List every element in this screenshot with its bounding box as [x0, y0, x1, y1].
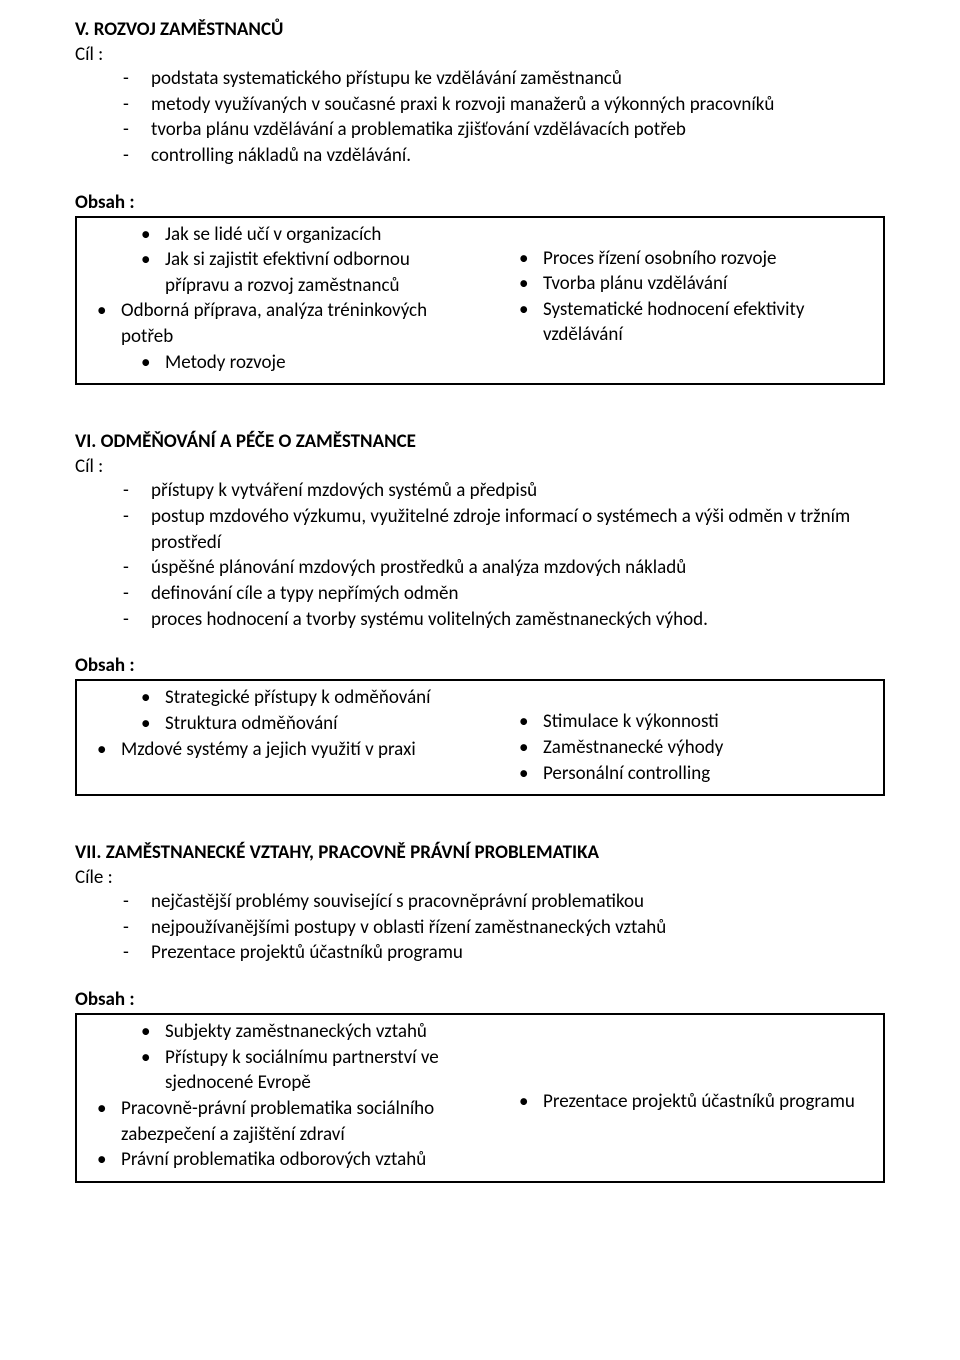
obsah-item: Přístupy k sociálnímu partnerství ve sje… — [85, 1045, 475, 1096]
section-vii: VII. ZAMĚSTNANECKÉ VZTAHY, PRACOVNĚ PRÁV… — [75, 841, 885, 1183]
cil-item: controlling nákladů na vzdělávání. — [123, 143, 885, 169]
obsah-item: Jak si zajistit efektivní odbornou přípr… — [85, 247, 475, 298]
obsah-col-right: Stimulace k výkonnosti Zaměstnanecké výh… — [485, 685, 875, 786]
obsah-item: Struktura odměňování — [85, 711, 475, 737]
obsah-item: Subjekty zaměstnaneckých vztahů — [85, 1019, 475, 1045]
obsah-left-list: Strategické přístupy k odměňování Strukt… — [85, 685, 475, 762]
section-vi-obsah-box: Strategické přístupy k odměňování Strukt… — [75, 679, 885, 796]
section-vi-cil-list: přístupy k vytváření mzdových systémů a … — [75, 478, 885, 632]
obsah-left-list: Subjekty zaměstnaneckých vztahů Přístupy… — [85, 1019, 475, 1173]
obsah-columns: Jak se lidé učí v organizacích Jak si za… — [85, 222, 875, 376]
obsah-item: Proces řízení osobního rozvoje — [485, 246, 875, 272]
section-v-obsah-label: Obsah : — [75, 191, 885, 214]
obsah-item: Stimulace k výkonnosti — [485, 709, 875, 735]
cil-item: nejpoužívanějšími postupy v oblasti říze… — [123, 915, 885, 941]
section-vii-title: VII. ZAMĚSTNANECKÉ VZTAHY, PRACOVNĚ PRÁV… — [75, 841, 885, 864]
page: V. ROZVOJ ZAMĚSTNANCŮ Cíl : podstata sys… — [0, 0, 960, 1268]
obsah-left-list: Jak se lidé učí v organizacích Jak si za… — [85, 222, 475, 376]
cil-item: nejčastější problémy související s praco… — [123, 889, 885, 915]
obsah-col-left: Subjekty zaměstnaneckých vztahů Přístupy… — [85, 1019, 475, 1173]
obsah-item: Zaměstnanecké výhody — [485, 735, 875, 761]
cil-item: přístupy k vytváření mzdových systémů a … — [123, 478, 885, 504]
cil-item: postup mzdového výzkumu, využitelné zdro… — [123, 504, 885, 555]
obsah-item: Jak se lidé učí v organizacích — [85, 222, 475, 248]
section-v-cil-list: podstata systematického přístupu ke vzdě… — [75, 66, 885, 169]
cil-item: podstata systematického přístupu ke vzdě… — [123, 66, 885, 92]
obsah-col-left: Strategické přístupy k odměňování Strukt… — [85, 685, 475, 786]
cil-item: proces hodnocení a tvorby systému volite… — [123, 607, 885, 633]
obsah-col-left: Jak se lidé učí v organizacích Jak si za… — [85, 222, 475, 376]
section-vi-cil-label: Cíl : — [75, 455, 885, 478]
obsah-right-list: Proces řízení osobního rozvoje Tvorba pl… — [485, 246, 875, 349]
obsah-item: Personální controlling — [485, 761, 875, 787]
section-v-obsah-box: Jak se lidé učí v organizacích Jak si za… — [75, 216, 885, 386]
obsah-item: Systematické hodnocení efektivity vzdělá… — [485, 297, 875, 348]
obsah-columns: Strategické přístupy k odměňování Strukt… — [85, 685, 875, 786]
obsah-col-right: Prezentace projektů účastníků programu — [485, 1019, 875, 1173]
obsah-item: Strategické přístupy k odměňování — [85, 685, 475, 711]
cil-item: definování cíle a typy nepřímých odměn — [123, 581, 885, 607]
obsah-item: Metody rozvoje — [85, 350, 475, 376]
section-vi: VI. ODMĚŇOVÁNÍ A PÉČE O ZAMĚSTNANCE Cíl … — [75, 430, 885, 796]
obsah-right-list: Prezentace projektů účastníků programu — [485, 1089, 875, 1115]
obsah-item: Prezentace projektů účastníků programu — [485, 1089, 875, 1115]
obsah-item: Mzdové systémy a jejich využití v praxi — [85, 737, 475, 763]
obsah-columns: Subjekty zaměstnaneckých vztahů Přístupy… — [85, 1019, 875, 1173]
section-vi-title: VI. ODMĚŇOVÁNÍ A PÉČE O ZAMĚSTNANCE — [75, 430, 885, 453]
section-vii-obsah-box: Subjekty zaměstnaneckých vztahů Přístupy… — [75, 1013, 885, 1183]
cil-item: úspěšné plánování mzdových prostředků a … — [123, 555, 885, 581]
obsah-col-right: Proces řízení osobního rozvoje Tvorba pl… — [485, 222, 875, 376]
section-v: V. ROZVOJ ZAMĚSTNANCŮ Cíl : podstata sys… — [75, 18, 885, 385]
obsah-item: Právní problematika odborových vztahů — [85, 1147, 475, 1173]
obsah-item: Pracovně-právní problematika sociálního … — [85, 1096, 475, 1147]
section-vii-cil-label: Cíle : — [75, 866, 885, 889]
section-v-title: V. ROZVOJ ZAMĚSTNANCŮ — [75, 18, 885, 41]
obsah-right-list: Stimulace k výkonnosti Zaměstnanecké výh… — [485, 709, 875, 786]
section-vii-cil-list: nejčastější problémy související s praco… — [75, 889, 885, 966]
obsah-item: Tvorba plánu vzdělávání — [485, 271, 875, 297]
cil-item: Prezentace projektů účastníků programu — [123, 940, 885, 966]
section-vi-obsah-label: Obsah : — [75, 654, 885, 677]
obsah-item: Odborná příprava, analýza tréninkových p… — [85, 298, 475, 349]
cil-item: tvorba plánu vzdělávání a problematika z… — [123, 117, 885, 143]
cil-item: metody využívaných v současné praxi k ro… — [123, 92, 885, 118]
section-vii-obsah-label: Obsah : — [75, 988, 885, 1011]
section-v-cil-label: Cíl : — [75, 43, 885, 66]
